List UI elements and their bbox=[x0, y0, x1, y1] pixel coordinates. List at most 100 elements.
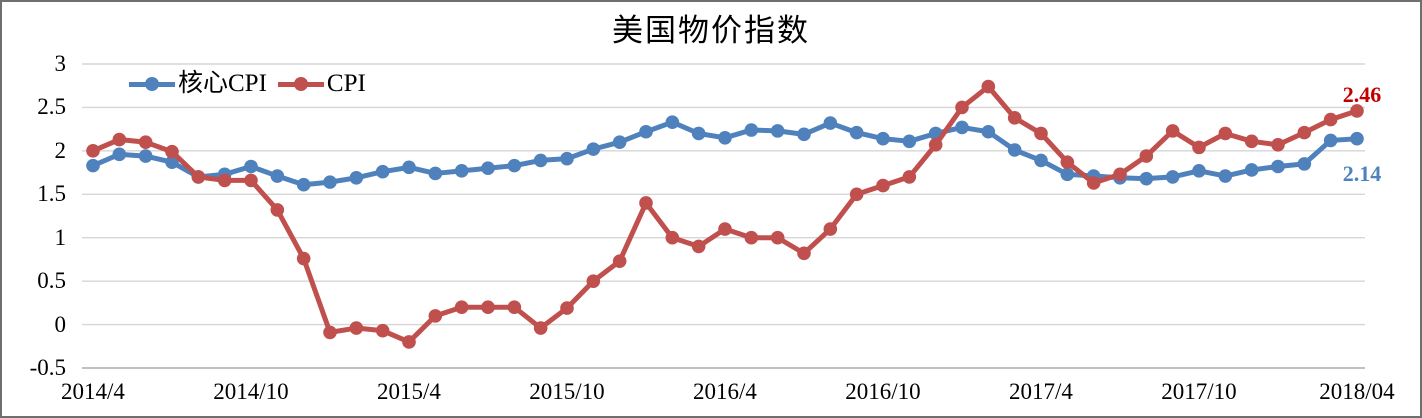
legend-label-core-cpi: 核心CPI bbox=[178, 70, 267, 97]
y-tick-label: 1 bbox=[54, 224, 67, 250]
data-point-marker bbox=[876, 131, 890, 146]
core-cpi-end-value-label: 2.14 bbox=[1342, 160, 1382, 186]
data-point-marker bbox=[955, 100, 969, 115]
data-point-marker bbox=[1086, 176, 1101, 190]
data-point-marker bbox=[639, 196, 653, 210]
data-point-marker bbox=[1297, 157, 1312, 171]
data-point-marker bbox=[1192, 164, 1206, 178]
y-tick-label: 2.5 bbox=[37, 94, 66, 120]
data-point-marker bbox=[560, 301, 574, 315]
data-point-marker bbox=[876, 178, 890, 193]
x-tick-label: 2014/4 bbox=[61, 379, 125, 404]
data-point-marker bbox=[612, 135, 627, 149]
data-point-marker bbox=[165, 155, 179, 169]
x-tick-label: 2017/10 bbox=[1161, 379, 1237, 404]
data-point-marker bbox=[402, 335, 416, 349]
data-point-marker bbox=[981, 79, 996, 94]
data-point-marker bbox=[138, 135, 153, 149]
x-tick-label: 2016/10 bbox=[845, 379, 921, 404]
data-point-marker bbox=[823, 222, 838, 236]
data-point-marker bbox=[1244, 163, 1259, 177]
data-point-marker bbox=[691, 239, 706, 254]
x-tick-label: 2018/04 bbox=[1319, 379, 1395, 404]
legend-item-core-cpi: 核心CPI bbox=[129, 70, 267, 98]
data-point-marker bbox=[375, 164, 390, 179]
data-point-marker bbox=[1165, 170, 1180, 184]
y-tick-label: 2 bbox=[54, 137, 67, 163]
data-point-marker bbox=[454, 300, 469, 315]
data-point-marker bbox=[691, 126, 706, 141]
data-point-marker bbox=[1060, 155, 1075, 169]
data-point-marker bbox=[454, 164, 469, 178]
data-point-marker bbox=[1244, 134, 1259, 149]
data-point-marker bbox=[112, 132, 127, 147]
data-point-marker bbox=[902, 134, 917, 149]
data-point-marker bbox=[639, 124, 653, 139]
data-point-marker bbox=[428, 309, 443, 323]
legend-label-cpi: CPI bbox=[326, 70, 366, 97]
data-point-marker bbox=[1034, 153, 1048, 168]
data-point-marker bbox=[612, 254, 627, 268]
data-point-marker bbox=[1139, 149, 1154, 163]
data-point-marker bbox=[323, 175, 337, 189]
data-point-marker bbox=[586, 274, 601, 288]
data-point-marker bbox=[375, 323, 390, 338]
data-point-marker bbox=[797, 127, 811, 142]
data-point-marker bbox=[349, 321, 364, 335]
data-point-marker bbox=[981, 124, 996, 139]
data-point-marker bbox=[1350, 131, 1364, 146]
data-point-marker bbox=[665, 230, 680, 245]
data-point-marker bbox=[191, 170, 206, 184]
data-point-marker bbox=[533, 153, 548, 168]
data-point-marker bbox=[244, 173, 258, 188]
data-point-marker bbox=[665, 115, 680, 129]
data-point-marker bbox=[1271, 137, 1285, 152]
data-point-marker bbox=[296, 177, 311, 192]
data-point-marker bbox=[86, 158, 100, 173]
data-point-marker bbox=[718, 222, 732, 236]
data-point-marker bbox=[270, 203, 285, 217]
data-point-marker bbox=[1192, 140, 1206, 155]
data-point-marker bbox=[349, 170, 364, 185]
data-point-marker bbox=[1218, 126, 1233, 141]
series-line-1 bbox=[90, 84, 1360, 345]
x-tick-label: 2017/4 bbox=[1009, 379, 1073, 404]
data-point-marker bbox=[112, 147, 127, 162]
y-tick-label: 0 bbox=[54, 311, 67, 337]
data-point-marker bbox=[217, 173, 232, 188]
data-point-marker bbox=[797, 246, 811, 261]
data-point-marker bbox=[560, 151, 574, 166]
data-point-marker bbox=[718, 131, 732, 145]
data-point-marker bbox=[1218, 169, 1233, 183]
data-point-marker bbox=[481, 161, 495, 176]
y-tick-label: -0.5 bbox=[29, 355, 66, 380]
data-point-marker bbox=[1139, 171, 1154, 186]
data-point-marker bbox=[1271, 159, 1285, 174]
data-point-marker bbox=[1007, 111, 1022, 125]
data-point-marker bbox=[744, 123, 759, 137]
data-point-marker bbox=[586, 142, 601, 156]
data-point-marker bbox=[1007, 143, 1022, 157]
data-point-marker bbox=[1060, 167, 1075, 182]
data-point-marker bbox=[928, 137, 943, 152]
y-tick-label: 1.5 bbox=[37, 181, 66, 207]
data-point-marker bbox=[481, 300, 495, 315]
data-point-marker bbox=[533, 321, 548, 335]
data-point-marker bbox=[86, 144, 100, 158]
y-tick-label: 3 bbox=[54, 51, 67, 76]
data-point-marker bbox=[902, 170, 917, 184]
data-point-marker bbox=[138, 149, 153, 163]
data-point-marker bbox=[955, 120, 969, 135]
core-cpi-line-marker-icon bbox=[129, 77, 175, 91]
data-point-marker bbox=[1165, 124, 1180, 138]
legend-item-cpi: CPI bbox=[277, 70, 366, 98]
data-point-marker bbox=[428, 166, 443, 181]
data-point-marker bbox=[507, 300, 522, 315]
y-tick-label: 0.5 bbox=[37, 268, 66, 294]
cpi-line-marker-icon bbox=[277, 77, 324, 91]
x-tick-label: 2016/4 bbox=[693, 379, 757, 404]
data-point-marker bbox=[270, 169, 285, 183]
data-point-marker bbox=[823, 116, 838, 130]
data-point-marker bbox=[1323, 133, 1338, 148]
